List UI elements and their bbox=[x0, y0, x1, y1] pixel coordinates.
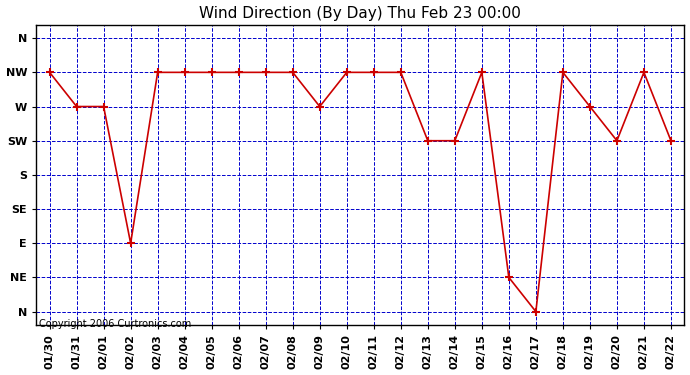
Text: Copyright 2006 Curtronics.com: Copyright 2006 Curtronics.com bbox=[39, 319, 192, 329]
Title: Wind Direction (By Day) Thu Feb 23 00:00: Wind Direction (By Day) Thu Feb 23 00:00 bbox=[199, 6, 521, 21]
